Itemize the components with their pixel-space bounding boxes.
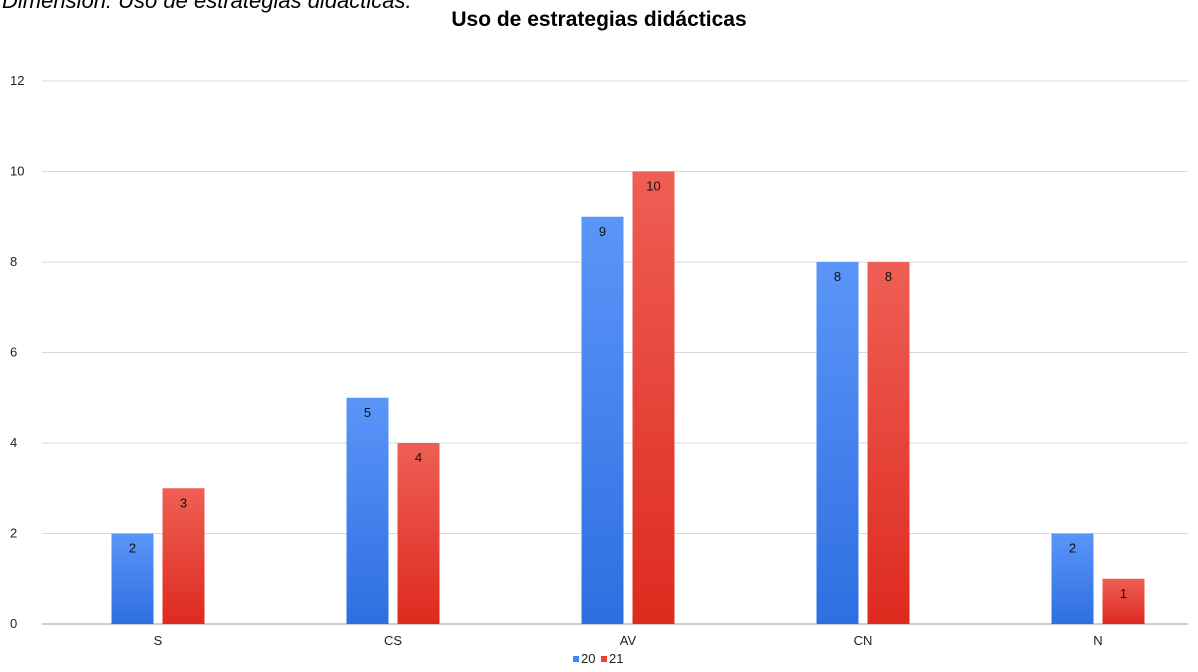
bar-n-series-20: [1051, 533, 1094, 624]
x-tick-label: N: [1093, 633, 1102, 648]
bar-av-series-20: [581, 216, 624, 624]
legend-swatch: [601, 656, 607, 662]
bar-value-label: 8: [834, 269, 841, 284]
y-tick-label: 10: [10, 164, 24, 179]
bar-value-label: 5: [364, 405, 371, 420]
y-tick-label: 12: [10, 73, 24, 88]
bar-value-label: 2: [1069, 541, 1076, 556]
legend-swatch: [573, 656, 579, 662]
legend: 20 21: [573, 651, 623, 666]
bar-cn-series-21: [867, 262, 910, 624]
y-tick-label: 8: [10, 254, 17, 269]
bar-n-series-21: [1102, 578, 1145, 624]
figure-caption: Dimensión: Uso de estrategias didácticas…: [2, 0, 412, 13]
bar-av-series-21: [632, 171, 675, 624]
legend-label: 21: [609, 651, 623, 666]
gridlines: [42, 80, 1188, 625]
x-tick-label: AV: [620, 633, 637, 648]
bars: [111, 171, 1145, 624]
y-tick-label: 0: [10, 616, 17, 631]
bar-value-label: 9: [599, 224, 606, 239]
bar-value-labels: 2 3 5 4 9 10 8 8 2 1: [129, 179, 1127, 601]
x-axis-ticks: S CS AV CN N: [154, 633, 1103, 648]
x-tick-label: S: [154, 633, 163, 648]
bar-value-label: 10: [646, 179, 660, 194]
bar-value-label: 4: [415, 450, 422, 465]
bar-value-label: 8: [885, 269, 892, 284]
bar-s-series-21: [162, 488, 205, 624]
bar-cs-series-20: [346, 397, 389, 624]
bar-value-label: 1: [1120, 586, 1127, 601]
y-axis-ticks: 0 2 4 6 8 10 12: [10, 73, 24, 631]
y-tick-label: 2: [10, 526, 17, 541]
bar-value-label: 3: [180, 495, 187, 510]
bar-value-label: 2: [129, 541, 136, 556]
bar-s-series-20: [111, 533, 154, 624]
x-tick-label: CN: [854, 633, 873, 648]
y-tick-label: 4: [10, 435, 17, 450]
legend-label: 20: [581, 651, 595, 666]
chart-title: Uso de estrategias didácticas: [451, 8, 747, 31]
x-tick-label: CS: [384, 633, 402, 648]
bar-cs-series-21: [397, 443, 440, 624]
y-tick-label: 6: [10, 345, 17, 360]
bar-cn-series-20: [816, 262, 859, 624]
